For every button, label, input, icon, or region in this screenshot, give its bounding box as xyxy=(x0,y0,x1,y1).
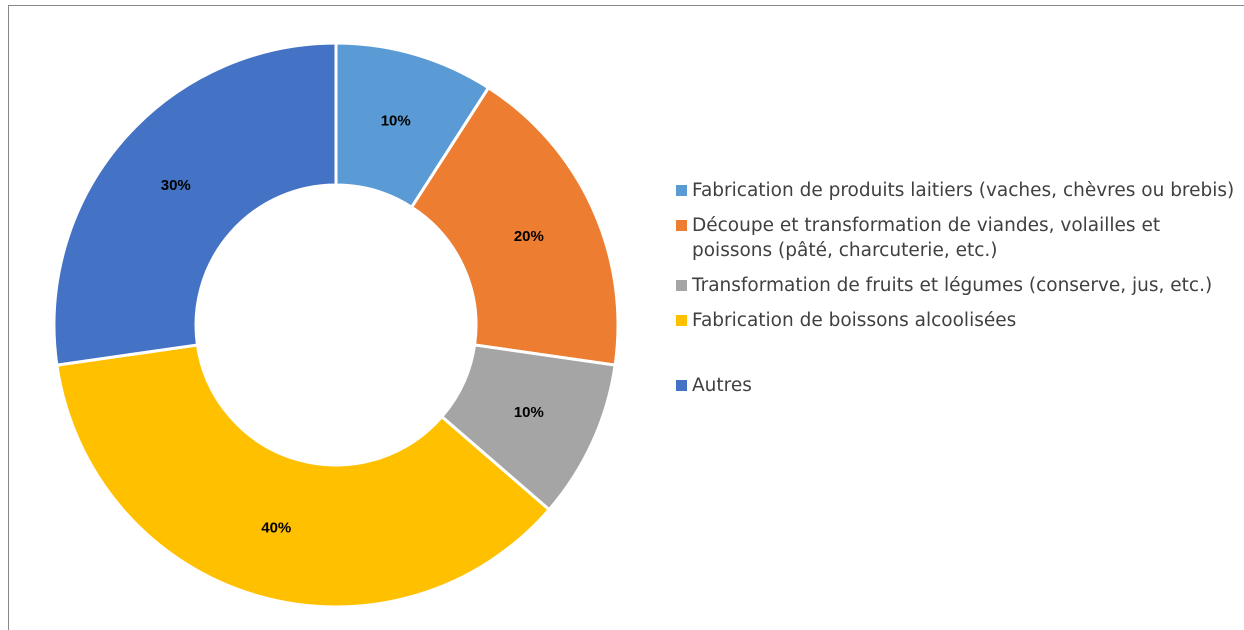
donut-segment xyxy=(409,85,620,367)
legend-item: Fabrication de boissons alcoolisées xyxy=(676,308,1242,333)
legend-swatch xyxy=(676,280,687,291)
legend-item: Autres xyxy=(676,373,1242,398)
legend-swatch xyxy=(676,185,687,196)
legend-label: Autres xyxy=(692,375,752,396)
data-label: 40% xyxy=(261,519,291,536)
legend-label: Fabrication de boissons alcoolisées xyxy=(692,310,1017,331)
legend-swatch xyxy=(676,380,687,391)
legend-swatch xyxy=(676,220,687,231)
data-label: 10% xyxy=(514,404,544,421)
legend-label: Transformation de fruits et légumes (con… xyxy=(692,275,1213,296)
legend-item: Découpe et transformation de viandes, vo… xyxy=(676,213,1242,263)
data-label: 30% xyxy=(161,177,191,194)
donut-segment xyxy=(55,343,552,609)
legend-item: Transformation de fruits et légumes (con… xyxy=(676,273,1242,298)
donut-segment xyxy=(52,41,338,367)
data-label: 20% xyxy=(514,228,544,245)
legend-swatch xyxy=(676,315,687,326)
data-label: 10% xyxy=(381,113,411,130)
legend: Fabrication de produits laitiers (vaches… xyxy=(676,178,1242,408)
chart-border xyxy=(8,5,1244,630)
legend-item: Fabrication de produits laitiers (vaches… xyxy=(676,178,1242,203)
legend-label: Découpe et transformation de viandes, vo… xyxy=(692,215,1161,261)
legend-label: Fabrication de produits laitiers (vaches… xyxy=(692,180,1235,201)
